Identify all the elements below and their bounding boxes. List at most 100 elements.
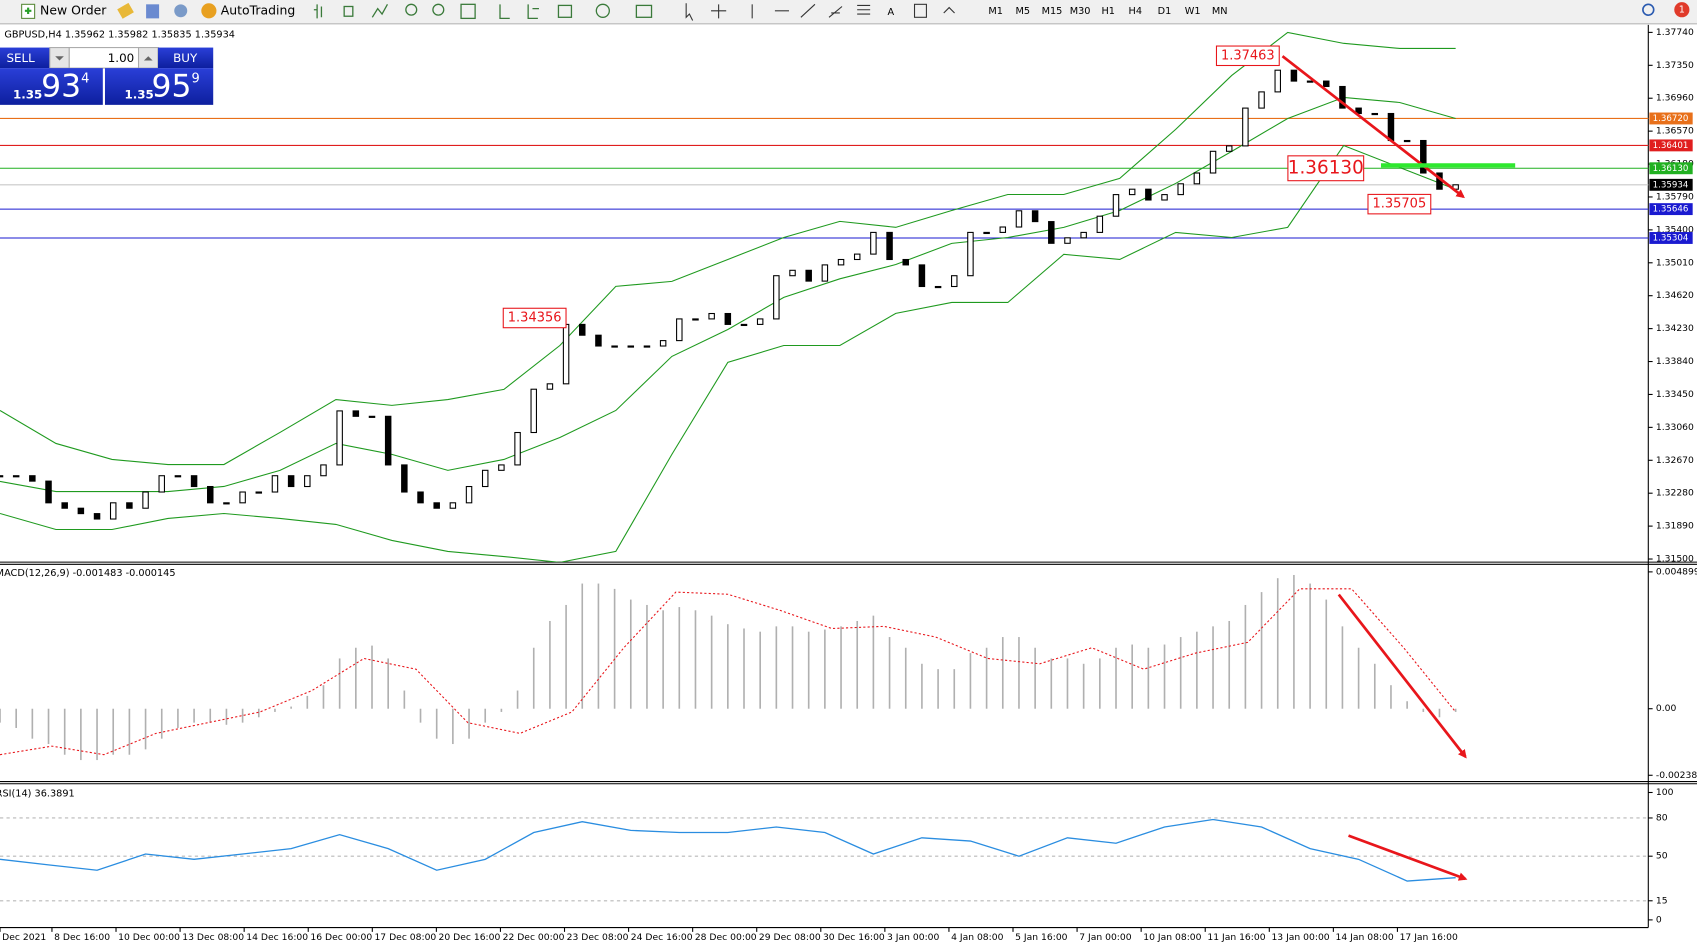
time-label: 14 Dec 16:00 (246, 932, 308, 943)
macd-bar (1131, 644, 1133, 709)
macd-bar (403, 690, 406, 709)
sell-price-box[interactable] (0, 68, 103, 105)
price-level-label: 1.35304 (1653, 233, 1689, 243)
candle (643, 345, 651, 348)
macd-bar (1050, 658, 1053, 709)
tool[interactable] (685, 3, 694, 21)
tool[interactable] (913, 3, 927, 18)
tool[interactable] (460, 3, 476, 20)
price-level-tag (1649, 232, 1693, 244)
candle (320, 464, 327, 477)
new-order-label: New Order (40, 2, 107, 17)
chart-area (0, 24, 1649, 928)
macd-bar (1406, 701, 1408, 709)
candle (158, 475, 165, 493)
candle (692, 318, 699, 321)
candle (1031, 210, 1039, 223)
tool[interactable] (943, 6, 955, 14)
timeframe-button[interactable]: D1 (1158, 6, 1172, 17)
candle (190, 475, 198, 488)
candle (562, 323, 570, 385)
notification-badge[interactable] (1674, 2, 1690, 18)
candle (126, 502, 133, 509)
rsi-tick-label: 50 (1656, 851, 1668, 862)
buy-price-box[interactable] (104, 68, 214, 105)
tool[interactable] (499, 4, 510, 20)
tool[interactable] (635, 4, 653, 18)
macd-bar (112, 708, 115, 755)
sell-price-pipette: 4 (81, 71, 89, 86)
timeframe-button[interactable]: M5 (1015, 6, 1030, 17)
candle (724, 312, 732, 325)
candle (1323, 80, 1330, 88)
price-tick-label: 1.33450 (1656, 389, 1694, 400)
candle (223, 502, 230, 505)
time-label: 3 Jan 00:00 (887, 932, 940, 943)
time-label: 4 Jan 08:00 (951, 932, 1004, 943)
macd-bar (355, 647, 357, 709)
toolbar-icon[interactable] (117, 2, 134, 19)
price-annotation-box (1367, 193, 1432, 215)
macd-bar (646, 604, 648, 709)
tool[interactable] (343, 5, 354, 17)
timeframe-button[interactable]: W1 (1185, 6, 1201, 17)
timeframe-button[interactable]: MN (1212, 6, 1228, 17)
candle (579, 323, 586, 336)
price-level-label: 1.35934 (1653, 180, 1689, 190)
buy-price-main: 95 (152, 69, 192, 105)
candle (1177, 183, 1184, 196)
macd-bar (613, 588, 616, 709)
macd-bar (597, 583, 600, 709)
toolbar-icon[interactable] (146, 4, 160, 19)
candle (1064, 237, 1071, 244)
timeframe-button[interactable]: M30 (1070, 6, 1091, 17)
tool[interactable] (371, 4, 389, 18)
drawing-tools (685, 3, 955, 21)
new-order-plus (24, 7, 32, 15)
tool[interactable] (857, 4, 871, 15)
candle (45, 480, 52, 504)
price-annotation-box (1215, 45, 1280, 67)
sell-button[interactable] (0, 47, 50, 69)
autotrading-button[interactable]: AutoTrading (201, 2, 295, 19)
time-label: 10 Dec 00:00 (118, 932, 180, 943)
price-tick-label: 1.34230 (1656, 323, 1694, 334)
macd-bar (241, 708, 244, 723)
macd-bar (31, 708, 34, 739)
tool[interactable] (828, 6, 843, 18)
timeframe-button[interactable]: M15 (1042, 6, 1063, 17)
price-tick-label: 1.31500 (1656, 554, 1694, 565)
search-icon[interactable] (1642, 3, 1655, 16)
macd-bar (96, 708, 98, 761)
macd-bar (209, 708, 212, 723)
macd-bar (1373, 663, 1376, 709)
macd-bar (549, 620, 551, 709)
tool[interactable] (800, 3, 816, 18)
buy-button[interactable] (158, 47, 214, 69)
timeframe-button[interactable]: H1 (1101, 6, 1115, 17)
timeframe-button[interactable]: M1 (988, 6, 1003, 17)
macd-bar (969, 653, 972, 709)
text-tool[interactable]: A (887, 7, 894, 18)
price-annotation: 1.37463 (1221, 48, 1275, 63)
macd-bar (581, 583, 584, 709)
candle (1015, 210, 1023, 228)
macd-bar (419, 708, 422, 723)
tool[interactable] (595, 3, 610, 18)
rsi-tick-label: 0 (1656, 914, 1662, 925)
new-order-button[interactable]: New Order (21, 2, 108, 19)
tool[interactable] (527, 4, 539, 20)
toolbar-icon[interactable] (174, 4, 188, 18)
macd-bar (468, 708, 470, 739)
sell-price-main: 93 (41, 69, 81, 105)
macd-bar (937, 669, 939, 709)
tool[interactable] (405, 3, 418, 16)
price-tick-label: 1.36960 (1656, 93, 1694, 104)
tool[interactable] (711, 4, 727, 19)
macd-bar (1357, 647, 1360, 709)
tool[interactable] (557, 4, 573, 18)
timeframe-button[interactable]: H4 (1129, 6, 1143, 17)
tool[interactable] (432, 3, 445, 16)
price-level-tag (1649, 162, 1693, 175)
tool[interactable] (313, 4, 323, 19)
